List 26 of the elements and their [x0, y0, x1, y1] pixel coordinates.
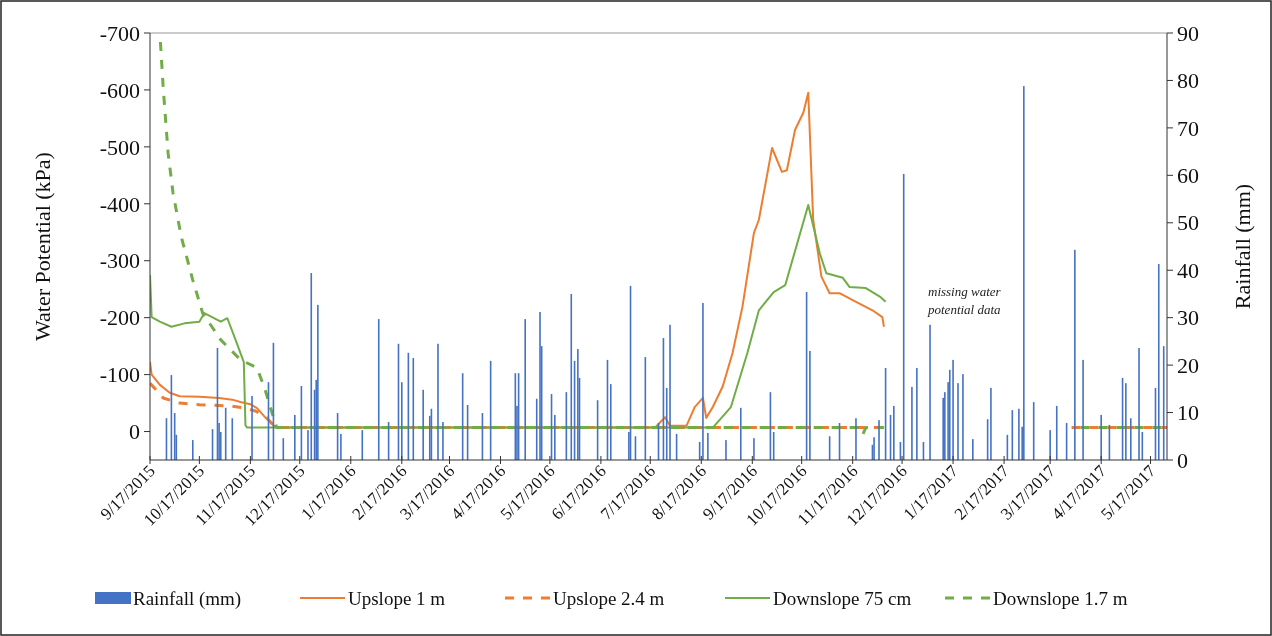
y2-tick-label: 80: [1177, 68, 1199, 94]
y2-tick-label: 40: [1177, 257, 1199, 283]
legend-label: Downslope 75 cm: [773, 587, 912, 609]
y-tick-label: -400: [99, 191, 140, 217]
y2-axis-title: Rainfall (mm): [1230, 183, 1255, 310]
y-axis-title: Water Potential (kPa): [30, 152, 55, 341]
y2-tick-label: 20: [1177, 352, 1199, 378]
y-tick-label: -300: [99, 248, 140, 274]
y2-tick-label: 70: [1177, 115, 1199, 141]
y2-tick-label: 60: [1177, 163, 1199, 189]
y2-tick-label: 90: [1177, 20, 1199, 46]
y-tick-label: 0: [129, 419, 140, 445]
y-tick-label: -200: [99, 305, 140, 331]
y-tick-label: -500: [99, 134, 140, 160]
legend-label: Upslope 2.4 m: [553, 587, 665, 609]
legend-label: Upslope 1 m: [348, 587, 446, 609]
y2-tick-label: 50: [1177, 210, 1199, 236]
annotation: missing water potential data: [927, 284, 1002, 317]
y-tick-label: -100: [99, 362, 140, 388]
y2-tick-label: 10: [1177, 400, 1199, 426]
legend-label: Downslope 1.7 m: [993, 587, 1128, 609]
y2-tick-label: 0: [1177, 447, 1188, 473]
legend-label: Rainfall (mm): [133, 587, 242, 610]
y-tick-label: -600: [99, 77, 140, 103]
y2-tick-label: 30: [1177, 305, 1199, 331]
y-tick-label: -700: [99, 20, 140, 46]
